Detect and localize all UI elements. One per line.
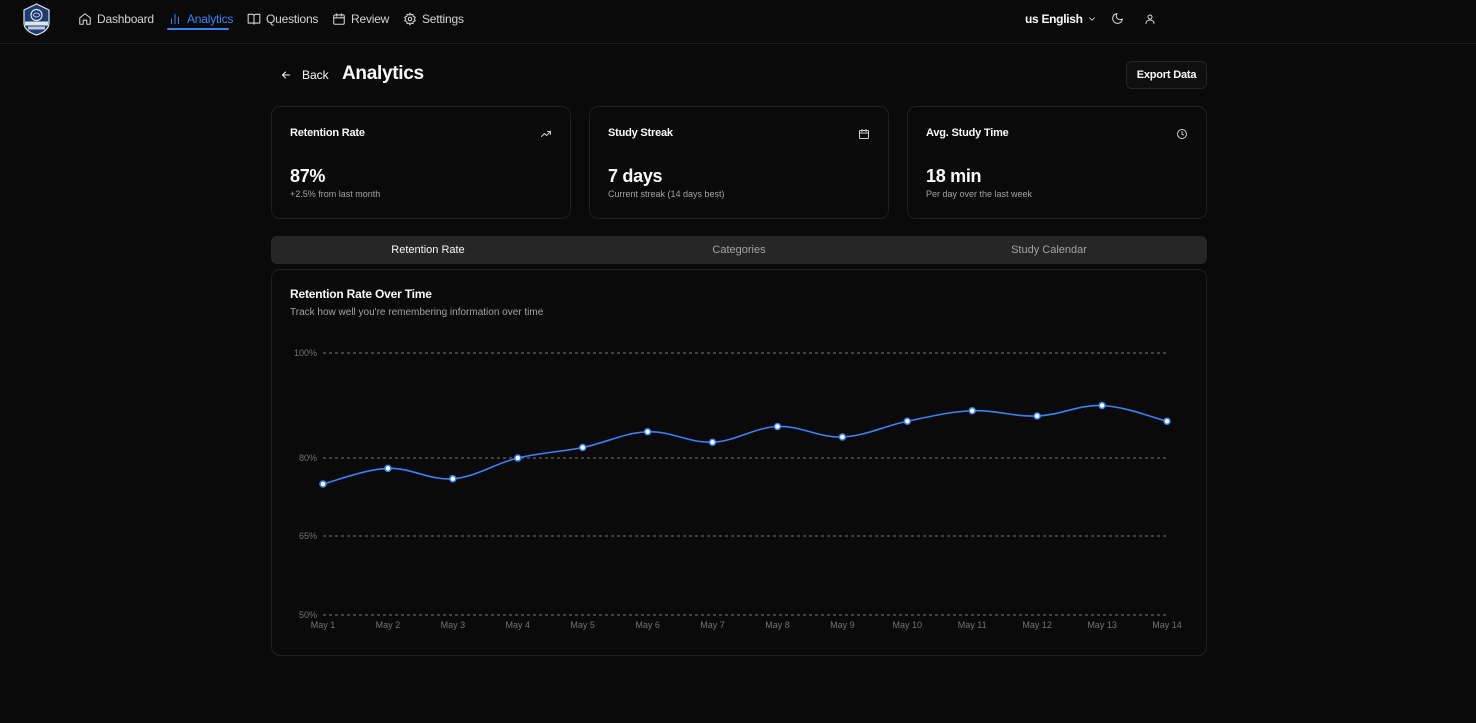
arrow-left-icon <box>282 71 290 79</box>
nav-questions[interactable]: Questions <box>247 0 318 38</box>
series-line <box>322 404 1168 485</box>
nav-settings[interactable]: Settings <box>403 0 464 38</box>
chart-title: Retention Rate Over Time <box>290 287 432 301</box>
stat-title: Retention Rate <box>290 127 365 139</box>
book-open-icon <box>247 13 261 25</box>
data-point <box>903 417 912 425</box>
data-point <box>643 428 652 436</box>
top-nav: Dashboard Analytics Questions Review Set… <box>0 0 1476 44</box>
data-point <box>838 433 847 441</box>
nav-analytics[interactable]: Analytics <box>168 0 233 38</box>
stat-card-retention: Retention Rate 87% +2.5% from last month <box>271 106 571 219</box>
export-data-button[interactable]: Export Data <box>1126 61 1207 89</box>
stat-subtext: Per day over the last week <box>926 189 1033 199</box>
theme-toggle-button[interactable] <box>1111 12 1125 26</box>
y-tick-label: 80% <box>299 453 317 463</box>
user-icon <box>1145 14 1155 24</box>
nav-settings-label: Settings <box>422 12 464 26</box>
chevron-down-icon <box>1088 17 1095 21</box>
stat-value: 87% <box>290 166 326 186</box>
y-tick-label: 100% <box>294 348 317 358</box>
y-tick-label: 65% <box>299 531 317 541</box>
home-icon <box>79 13 91 25</box>
calendar-icon <box>333 13 345 25</box>
data-point <box>578 443 587 452</box>
x-tick-label: May 8 <box>765 620 790 630</box>
language-select[interactable]: us English <box>1025 0 1097 38</box>
x-tick-label: May 9 <box>830 620 855 630</box>
gear-icon <box>404 12 416 26</box>
data-point <box>514 454 522 462</box>
retention-chart-card: Retention Rate Over Time Track how well … <box>271 269 1207 656</box>
tab-retention-rate[interactable]: Retention Rate <box>274 239 582 261</box>
back-button[interactable]: Back <box>280 66 329 84</box>
stat-subtext: +2.5% from last month <box>290 189 381 199</box>
clock-icon <box>1176 127 1188 139</box>
y-tick-label: 50% <box>299 610 317 620</box>
x-tick-label: May 10 <box>893 620 923 630</box>
data-point <box>1163 417 1171 425</box>
stat-value: 18 min <box>926 166 982 186</box>
chart-description: Track how well you're remembering inform… <box>290 307 544 318</box>
tab-categories[interactable]: Categories <box>712 244 766 256</box>
stat-subtext: Current streak (14 days best) <box>608 189 725 199</box>
x-tick-label: May 7 <box>700 620 725 630</box>
analytics-tabs: Retention Rate Categories Study Calendar <box>271 236 1207 264</box>
back-label: Back <box>302 68 329 82</box>
retention-line-chart: 100% 80% 65% 50%May 1 May 2 May 3 May 4 May 5 Ma… <box>294 348 1182 630</box>
stat-value: 7 days <box>608 166 663 186</box>
nav-dashboard-label: Dashboard <box>97 12 154 26</box>
data-point <box>773 422 782 431</box>
x-tick-label: May 14 <box>1152 620 1182 630</box>
active-tab-indicator <box>167 28 229 30</box>
data-point <box>708 438 717 446</box>
recall-master-logo-icon[interactable] <box>21 3 52 36</box>
stat-title: Avg. Study Time <box>926 127 1009 139</box>
tab-study-calendar[interactable]: Study Calendar <box>1011 244 1087 256</box>
stat-card-streak: Study Streak 7 days Current streak (14 d… <box>589 106 889 219</box>
page-title: Analytics <box>342 63 424 84</box>
nav-review-label: Review <box>351 12 390 26</box>
bar-chart-icon <box>170 13 180 25</box>
moon-icon <box>1112 13 1123 24</box>
x-tick-label: May 12 <box>1022 620 1052 630</box>
nav-questions-label: Questions <box>266 12 319 26</box>
data-point <box>449 475 457 483</box>
data-point <box>384 464 392 473</box>
nav-review[interactable]: Review <box>332 0 389 38</box>
nav-analytics-label: Analytics <box>187 12 234 26</box>
language-label: us English <box>1025 12 1083 26</box>
trending-up-icon <box>540 127 552 139</box>
stat-card-study-time: Avg. Study Time 18 min Per day over the … <box>907 106 1207 219</box>
x-tick-label: May 1 <box>311 620 336 630</box>
x-tick-label: May 5 <box>570 620 595 630</box>
nav-dashboard[interactable]: Dashboard <box>78 0 154 38</box>
x-tick-label: May 11 <box>958 620 987 630</box>
data-point <box>1098 401 1106 410</box>
x-tick-label: May 3 <box>441 620 466 630</box>
data-point <box>319 480 327 488</box>
x-tick-label: May 2 <box>376 620 401 630</box>
x-tick-label: May 6 <box>635 620 660 630</box>
calendar-icon <box>858 127 870 139</box>
x-tick-label: May 13 <box>1087 620 1117 630</box>
data-point <box>1033 412 1041 420</box>
data-point <box>968 407 976 415</box>
user-menu-button[interactable] <box>1144 12 1158 26</box>
stat-title: Study Streak <box>608 127 673 139</box>
x-tick-label: May 4 <box>506 620 531 630</box>
